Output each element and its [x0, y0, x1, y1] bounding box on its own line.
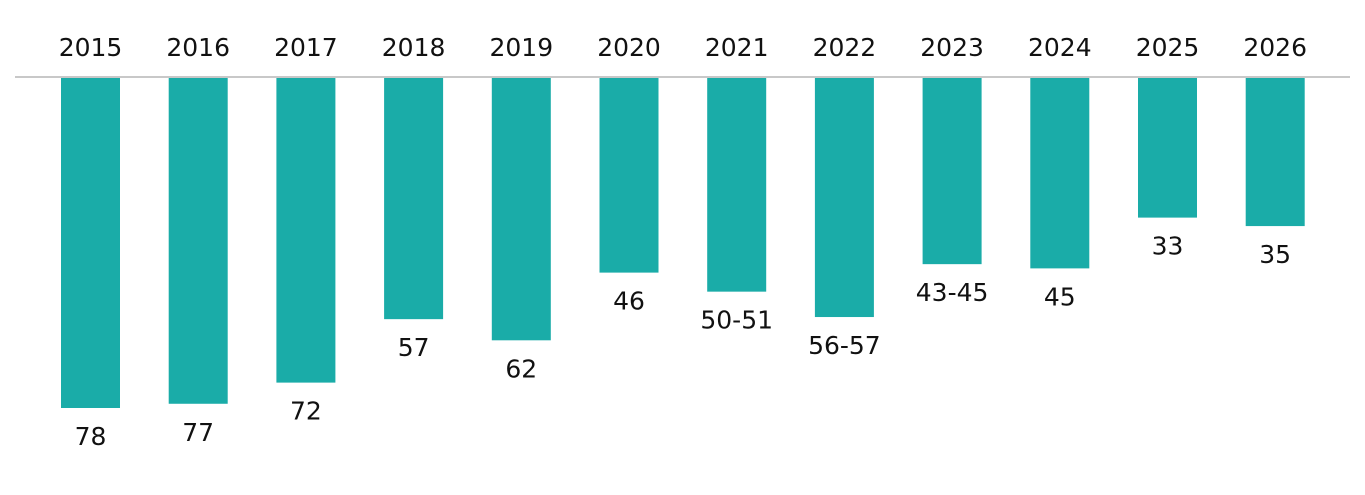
x-tick-label: 2023 [920, 33, 984, 62]
bar [168, 78, 228, 404]
bar-value-label: 45 [1044, 282, 1076, 311]
bar [922, 78, 982, 265]
bar [276, 78, 336, 383]
x-tick-label: 2026 [1243, 33, 1307, 62]
bar-value-label: 46 [613, 287, 645, 316]
bar-value-label: 57 [398, 333, 430, 362]
x-tick-label: 2017 [274, 33, 338, 62]
bar [1245, 78, 1305, 227]
x-tick-label: 2024 [1028, 33, 1092, 62]
bar-value-label: 62 [505, 354, 537, 383]
x-tick-label: 2020 [597, 33, 661, 62]
x-tick-label: 2016 [166, 33, 230, 62]
bar [384, 78, 444, 320]
bar [1138, 78, 1197, 218]
x-tick-label: 2019 [489, 33, 553, 62]
bar [814, 78, 874, 318]
x-tick-label: 2015 [59, 33, 123, 62]
bar-value-label: 33 [1152, 232, 1184, 261]
bar [707, 78, 767, 292]
bar-value-label: 72 [290, 397, 322, 426]
bar-value-label: 35 [1259, 240, 1291, 269]
bar [491, 78, 551, 341]
bar-value-label: 77 [182, 418, 214, 447]
x-tick-label: 2018 [382, 33, 446, 62]
bar-value-label: 43-45 [916, 278, 989, 307]
bar [599, 78, 659, 273]
bar-value-label: 78 [75, 422, 107, 451]
bar [61, 78, 120, 408]
bar-value-label: 50-51 [700, 306, 773, 335]
x-tick-label: 2025 [1136, 33, 1200, 62]
bar-group: 2015 78 2016 77 2017 72 2018 57 2019 62 2020 46 2021… [59, 33, 1307, 451]
x-tick-label: 2022 [813, 33, 877, 62]
x-tick-label: 2021 [705, 33, 769, 62]
bar [1030, 78, 1090, 269]
bar-value-label: 56-57 [808, 331, 881, 360]
